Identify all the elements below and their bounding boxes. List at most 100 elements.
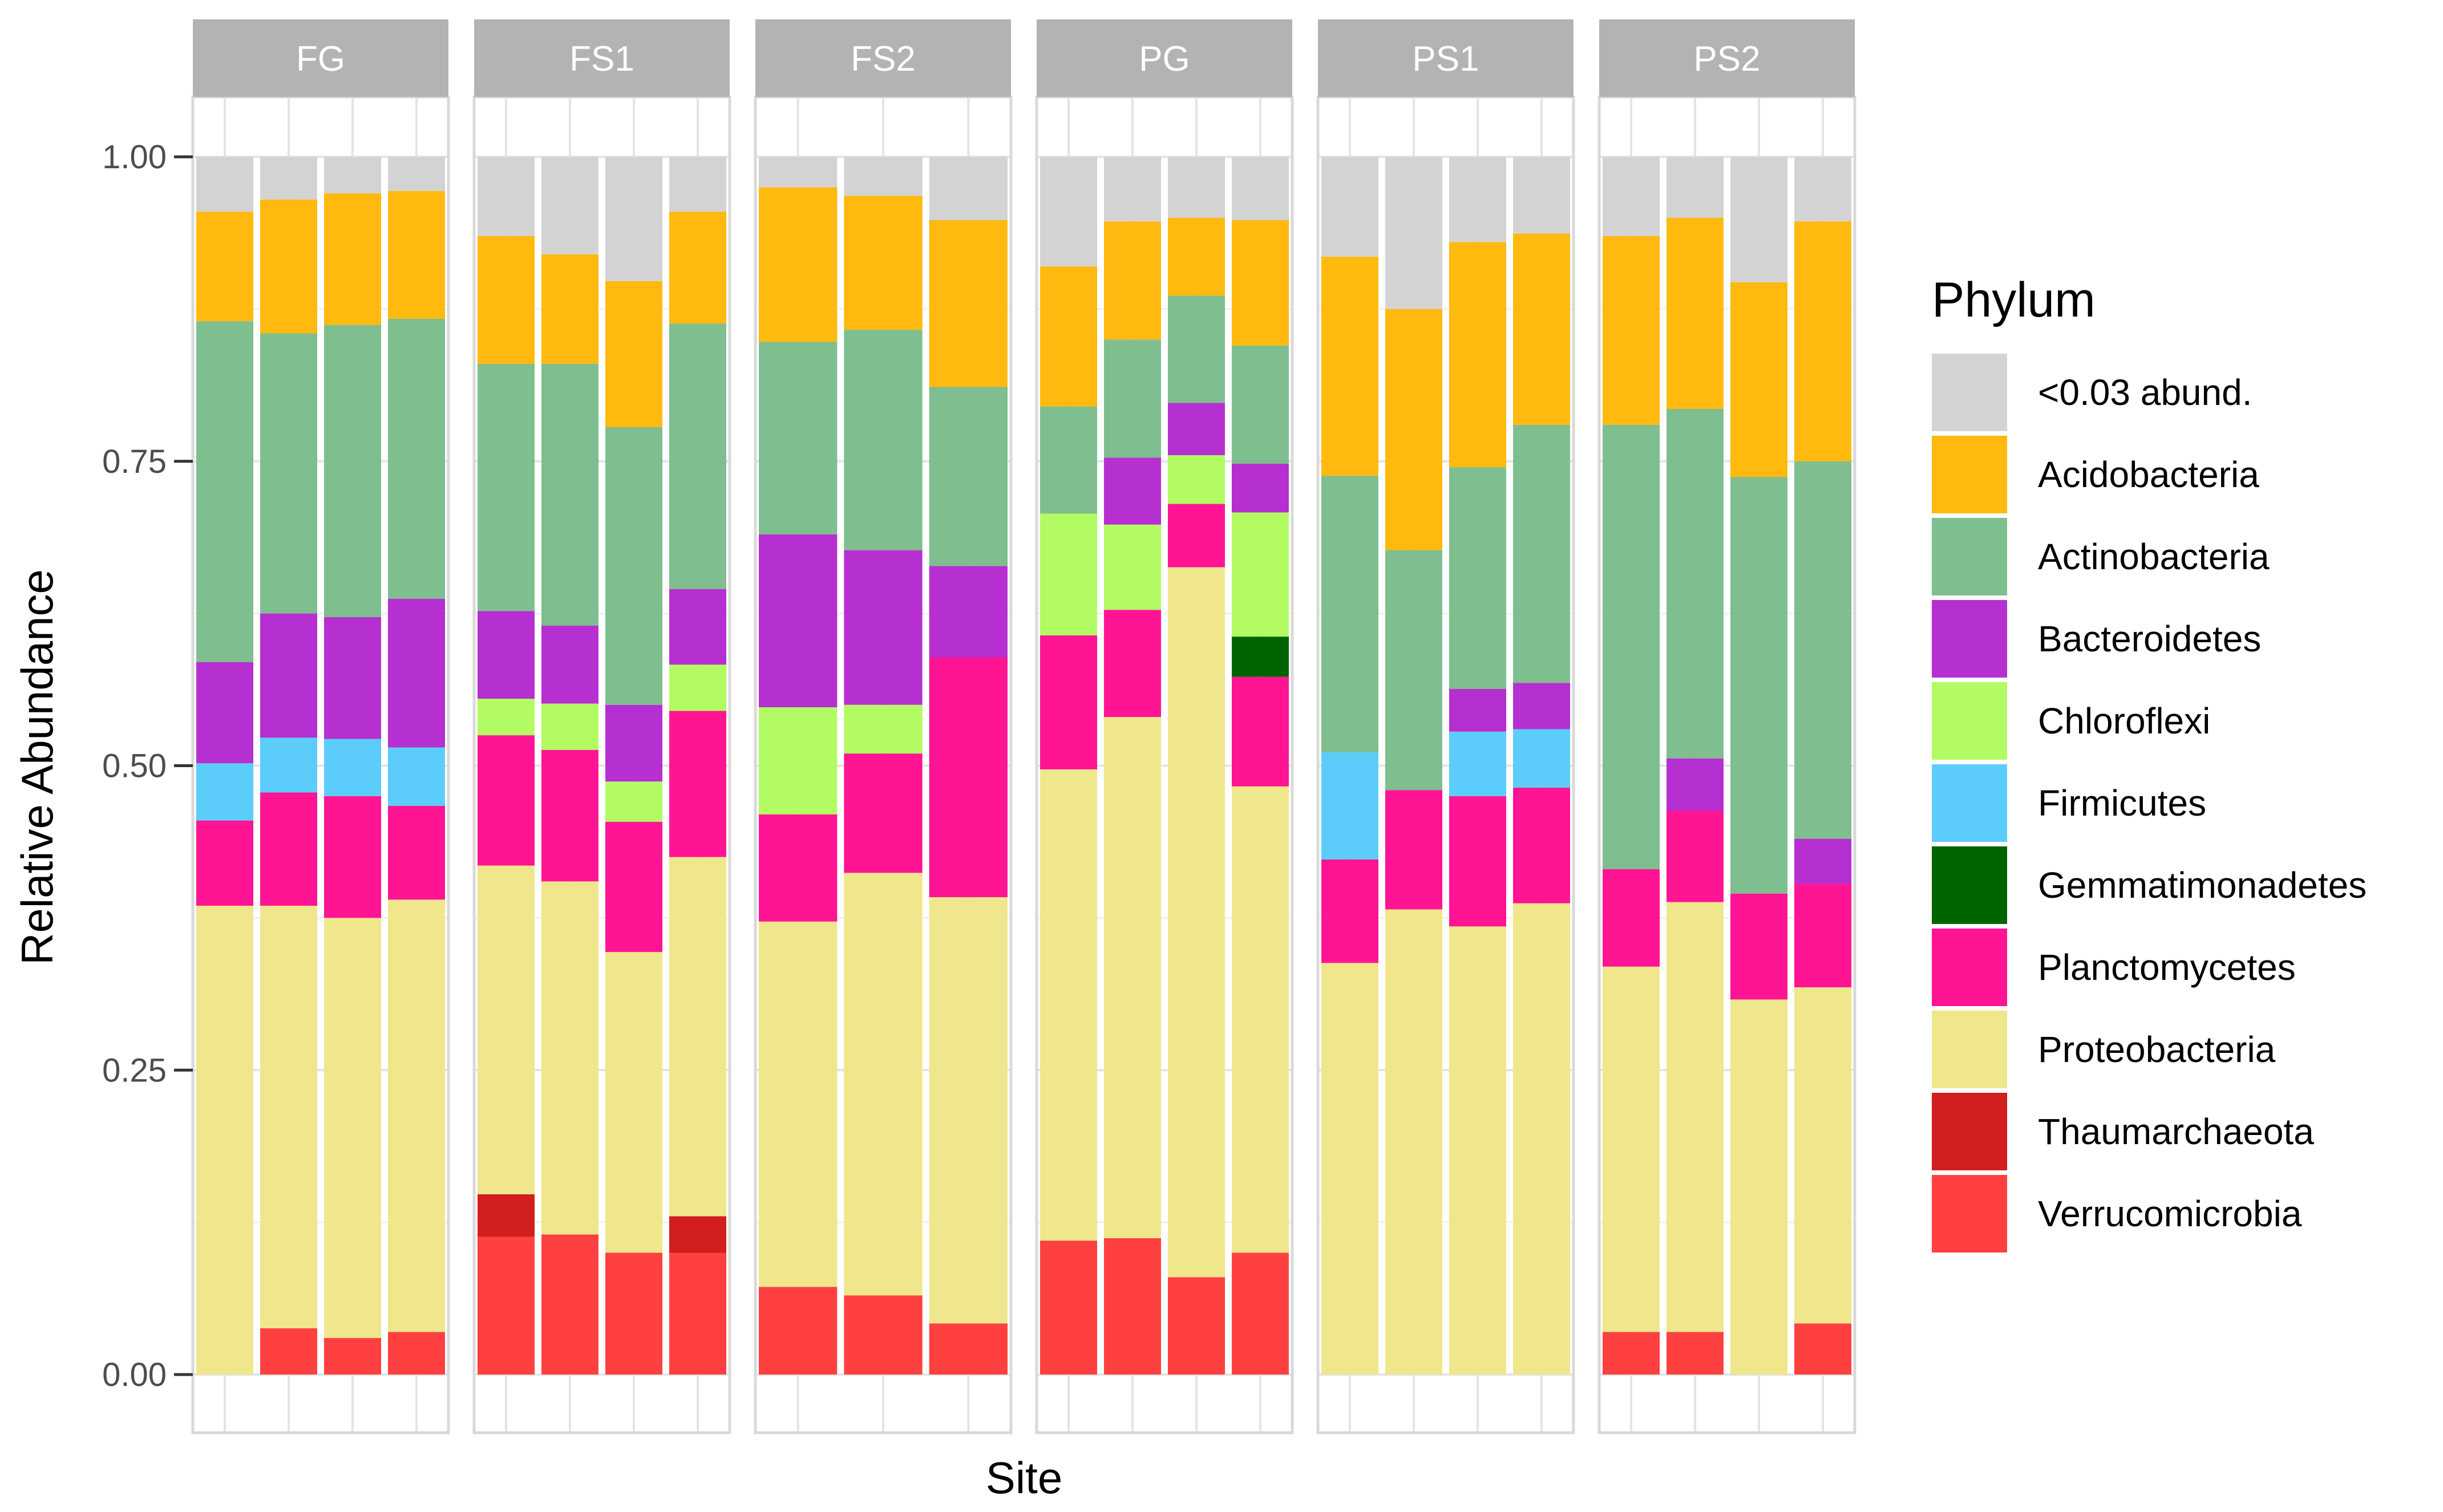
bar-segment: [388, 318, 445, 599]
bar-segment: [478, 236, 535, 364]
bar-segment: [1168, 567, 1225, 1278]
bar-segment: [929, 897, 1008, 1324]
legend-key: [1932, 929, 2007, 1006]
bar-stack: [1321, 157, 1378, 1375]
bar-segment: [1794, 157, 1851, 222]
bar-segment: [605, 952, 662, 1253]
panel-pg: [1040, 157, 1289, 1375]
bar-segment: [1794, 838, 1851, 884]
legend-key: [1932, 682, 2007, 760]
bar-segment: [669, 1252, 726, 1375]
bar-segment: [478, 363, 535, 611]
bar-segment: [759, 1287, 838, 1375]
bar-segment: [1730, 282, 1787, 477]
bar-segment: [1385, 550, 1442, 791]
bar-segment: [844, 550, 923, 705]
bar-segment: [929, 1323, 1008, 1375]
bar-segment: [1168, 157, 1225, 218]
bar-segment: [478, 865, 535, 1195]
bar-segment: [1232, 464, 1289, 513]
bar-stack: [196, 157, 253, 1375]
legend-label: Actinobacteria: [2038, 536, 2270, 577]
bar-segment: [196, 321, 253, 663]
bar-segment: [1232, 345, 1289, 464]
y-axis-title: Relative Abundance: [12, 569, 62, 965]
bar-segment: [1168, 455, 1225, 504]
bar-segment: [1104, 524, 1161, 610]
bar-segment: [1667, 408, 1724, 759]
bar-segment: [388, 599, 445, 748]
bar-segment: [478, 611, 535, 699]
bar-segment: [1385, 157, 1442, 309]
bar-segment: [1232, 676, 1289, 787]
bar-segment: [605, 281, 662, 427]
bar-stack: [1385, 157, 1442, 1375]
bar-segment: [1104, 1238, 1161, 1375]
bar-segment: [1040, 266, 1097, 407]
bar-segment: [1603, 966, 1660, 1332]
bar-segment: [1104, 457, 1161, 525]
bar-segment: [1232, 157, 1289, 221]
bar-segment: [1513, 729, 1570, 788]
bar-segment: [1667, 157, 1724, 218]
panel-strip-label: FS1: [569, 39, 634, 79]
bar-segment: [260, 906, 317, 1328]
legend-item: Bacteroidetes: [1932, 600, 2261, 678]
bar-segment: [605, 821, 662, 952]
bar-segment: [759, 157, 838, 188]
bar-segment: [669, 589, 726, 665]
bar-segment: [1667, 217, 1724, 409]
bar-stack: [929, 157, 1008, 1375]
bar-stack: [1513, 157, 1570, 1375]
bar-segment: [1040, 635, 1097, 769]
bar-segment: [478, 157, 535, 236]
bar-stack: [478, 157, 535, 1375]
bar-segment: [1513, 683, 1570, 729]
bar-segment: [541, 254, 598, 364]
bar-segment: [1104, 157, 1161, 222]
bar-segment: [1104, 221, 1161, 340]
legend-label: Gemmatimonadetes: [2038, 865, 2367, 906]
bar-segment: [1794, 221, 1851, 461]
legend-key: [1932, 764, 2007, 842]
bar-segment: [1232, 220, 1289, 346]
bar-segment: [1603, 1332, 1660, 1375]
bar-segment: [605, 704, 662, 782]
bar-segment: [1104, 717, 1161, 1238]
bar-segment: [260, 613, 317, 738]
bar-segment: [759, 814, 838, 922]
bar-segment: [1730, 893, 1787, 1000]
bar-segment: [1667, 758, 1724, 811]
bar-segment: [1667, 902, 1724, 1332]
bar-segment: [541, 363, 598, 626]
bar-segment: [1321, 752, 1378, 860]
bar-segment: [1667, 810, 1724, 902]
bar-segment: [196, 157, 253, 212]
bar-segment: [388, 805, 445, 900]
bar-stack: [1794, 157, 1851, 1375]
bar-segment: [1168, 1277, 1225, 1375]
bar-segment: [929, 566, 1008, 658]
bar-segment: [1513, 903, 1570, 1375]
bar-segment: [605, 1252, 662, 1375]
panel-strip: [1318, 19, 1574, 97]
legend-item: Planctomycetes: [1932, 929, 2296, 1006]
bar-segment: [669, 1216, 726, 1253]
bar-segment: [669, 212, 726, 324]
bar-segment: [1232, 512, 1289, 637]
bar-segment: [260, 737, 317, 793]
bar-segment: [478, 1194, 535, 1237]
bar-segment: [388, 899, 445, 1332]
bar-segment: [196, 820, 253, 906]
legend-item: Thaumarchaeota: [1932, 1093, 2314, 1170]
bar-segment: [1040, 406, 1097, 514]
bar-segment: [1603, 157, 1660, 236]
bar-segment: [1040, 157, 1097, 267]
legend-label: Firmicutes: [2038, 783, 2206, 824]
bar-segment: [324, 739, 381, 796]
bar-segment: [1321, 963, 1378, 1375]
bar-stack: [1040, 157, 1097, 1375]
bar-segment: [1794, 1323, 1851, 1375]
bar-segment: [759, 534, 838, 708]
bar-segment: [388, 747, 445, 806]
